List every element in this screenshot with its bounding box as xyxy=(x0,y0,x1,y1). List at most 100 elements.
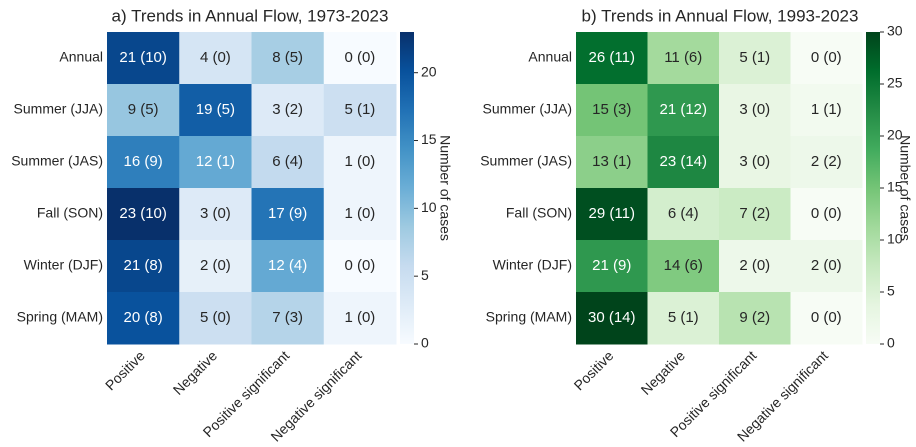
colorbar-tick-label: 30 xyxy=(887,23,903,39)
cell-label: 7 (3) xyxy=(272,309,303,326)
heatmap-cell xyxy=(576,32,648,85)
heatmap-cell xyxy=(790,292,863,345)
cell-label: 0 (0) xyxy=(811,205,842,222)
heatmap-cell xyxy=(251,32,325,85)
heatmap-cell xyxy=(790,188,863,241)
heatmap-cell xyxy=(647,292,720,345)
chart-title: b) Trends in Annual Flow, 1993-2023 xyxy=(582,6,859,25)
cell-label: 21 (10) xyxy=(119,49,167,66)
y-tick-label: Fall (SON) xyxy=(506,205,572,221)
heatmap-cell xyxy=(251,188,325,241)
cell-label: 30 (14) xyxy=(588,309,636,326)
colorbar-tick-label: 10 xyxy=(421,199,437,215)
y-tick-label: Winter (DJF) xyxy=(493,257,572,273)
y-tick-label: Summer (JAS) xyxy=(480,153,572,169)
cell-label: 2 (2) xyxy=(811,153,842,170)
heatmap-cell xyxy=(647,84,720,137)
heatmap-cell xyxy=(251,240,325,293)
heatmap-cell xyxy=(179,84,252,137)
colorbar xyxy=(400,32,414,344)
heatmap-cell xyxy=(790,240,863,293)
cell-label: 3 (0) xyxy=(739,101,770,118)
cell-label: 0 (0) xyxy=(344,49,375,66)
heatmap-cell xyxy=(790,136,863,189)
heatmap-cell xyxy=(647,188,720,241)
colorbar-tick-label: 0 xyxy=(421,335,429,351)
colorbar-tick-label: 0 xyxy=(887,335,895,351)
y-tick-label: Winter (DJF) xyxy=(24,257,103,273)
cell-label: 23 (14) xyxy=(659,153,707,170)
heatmap-cell xyxy=(251,84,325,137)
cell-label: 12 (1) xyxy=(196,153,235,170)
colorbar-tick-label: 15 xyxy=(887,179,903,195)
heatmap-cell xyxy=(107,84,180,137)
cell-label: 2 (0) xyxy=(811,257,842,274)
heatmap-cell xyxy=(719,84,791,137)
heatmap-cell xyxy=(576,188,648,241)
chart-title: a) Trends in Annual Flow, 1973-2023 xyxy=(112,6,389,25)
heatmap-cell xyxy=(719,188,791,241)
colorbar-tick-label: 5 xyxy=(887,283,895,299)
cell-label: 0 (0) xyxy=(811,49,842,66)
colorbar-tick-label: 20 xyxy=(421,63,437,79)
x-tick-label: Negative xyxy=(170,347,221,398)
cell-label: 5 (0) xyxy=(200,309,231,326)
heatmap-cell xyxy=(179,32,252,85)
heatmap-cell xyxy=(107,32,180,85)
y-tick-label: Spring (MAM) xyxy=(486,309,572,325)
heatmap-cell xyxy=(323,136,397,189)
cell-label: 0 (0) xyxy=(811,309,842,326)
heatmap-cell xyxy=(790,32,863,85)
cell-label: 3 (2) xyxy=(272,101,303,118)
cell-label: 21 (12) xyxy=(659,101,707,118)
colorbar-tick-label: 20 xyxy=(887,127,903,143)
cell-label: 15 (3) xyxy=(592,101,631,118)
cell-label: 23 (10) xyxy=(119,205,167,222)
cell-label: 5 (1) xyxy=(739,49,770,66)
heatmap-cell xyxy=(179,292,252,345)
colorbar-tick-label: 10 xyxy=(887,231,903,247)
heatmap-cell xyxy=(107,188,180,241)
cell-label: 6 (4) xyxy=(272,153,303,170)
y-tick-label: Spring (MAM) xyxy=(17,309,103,325)
x-tick-label: Positive xyxy=(102,347,148,393)
heatmap-cell xyxy=(576,136,648,189)
heatmap-cell xyxy=(790,84,863,137)
colorbar-tick-label: 25 xyxy=(887,75,903,91)
cell-label: 12 (4) xyxy=(268,257,307,274)
cell-label: 1 (0) xyxy=(344,153,375,170)
heatmap-cell xyxy=(323,240,397,293)
y-tick-label: Annual xyxy=(59,49,103,65)
cell-label: 7 (2) xyxy=(739,205,770,222)
heatmap-cell xyxy=(719,292,791,345)
cell-label: 4 (0) xyxy=(200,49,231,66)
cell-label: 6 (4) xyxy=(668,205,699,222)
heatmap-cell xyxy=(323,84,397,137)
cell-label: 16 (9) xyxy=(124,153,163,170)
heatmap-cell xyxy=(719,32,791,85)
y-tick-label: Summer (JJA) xyxy=(483,101,572,117)
cell-label: 1 (1) xyxy=(811,101,842,118)
heatmap-cell xyxy=(251,292,325,345)
heatmap-cell xyxy=(647,136,720,189)
cell-label: 21 (9) xyxy=(592,257,631,274)
cell-label: 2 (0) xyxy=(739,257,770,274)
cell-label: 5 (1) xyxy=(668,309,699,326)
cell-label: 11 (6) xyxy=(664,49,702,66)
x-tick-label: Negative xyxy=(638,347,689,398)
cell-label: 17 (9) xyxy=(268,205,307,222)
cell-label: 1 (0) xyxy=(344,309,375,326)
colorbar xyxy=(866,32,880,344)
cell-label: 26 (11) xyxy=(589,49,635,66)
cell-label: 29 (11) xyxy=(589,205,635,222)
heatmap-cell xyxy=(179,188,252,241)
heatmap-cell xyxy=(576,240,648,293)
colorbar-tick-label: 15 xyxy=(421,131,437,147)
heatmap-cell xyxy=(323,188,397,241)
heatmap-cell xyxy=(323,292,397,345)
colorbar-tick-label: 5 xyxy=(421,267,429,283)
heatmap-cell xyxy=(107,136,180,189)
cell-label: 14 (6) xyxy=(664,257,703,274)
